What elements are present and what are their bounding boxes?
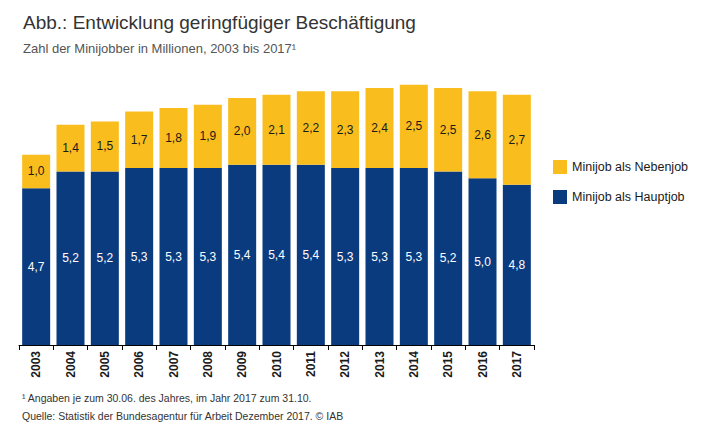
- svg-text:Zahl der Minijobber in Million: Zahl der Minijobber in Millionen, 2003 b…: [23, 41, 297, 56]
- svg-text:5,3: 5,3: [199, 250, 216, 264]
- svg-text:2003: 2003: [29, 351, 43, 378]
- svg-text:2,3: 2,3: [337, 123, 354, 137]
- svg-text:5,3: 5,3: [337, 250, 354, 264]
- svg-text:2005: 2005: [98, 351, 112, 378]
- svg-text:2006: 2006: [132, 351, 146, 378]
- svg-text:2012: 2012: [338, 351, 352, 378]
- svg-text:2009: 2009: [235, 351, 249, 378]
- svg-text:2,0: 2,0: [234, 124, 251, 138]
- svg-text:2011: 2011: [304, 351, 318, 377]
- svg-text:5,4: 5,4: [302, 248, 319, 262]
- svg-text:2004: 2004: [64, 351, 78, 378]
- svg-text:4,8: 4,8: [508, 258, 525, 272]
- svg-text:5,3: 5,3: [405, 250, 422, 264]
- svg-text:5,2: 5,2: [96, 251, 113, 265]
- svg-text:5,4: 5,4: [268, 248, 285, 262]
- svg-text:2016: 2016: [476, 351, 490, 378]
- svg-text:1,0: 1,0: [28, 164, 45, 178]
- svg-text:4,7: 4,7: [28, 260, 45, 274]
- svg-text:5,3: 5,3: [371, 250, 388, 264]
- svg-text:5,0: 5,0: [474, 255, 491, 269]
- svg-text:5,2: 5,2: [62, 251, 79, 265]
- svg-text:2,4: 2,4: [371, 121, 388, 135]
- svg-text:1,8: 1,8: [165, 131, 182, 145]
- svg-text:Abb.: Entwicklung geringfügige: Abb.: Entwicklung geringfügiger Beschäft…: [23, 12, 416, 33]
- svg-text:1,7: 1,7: [131, 133, 148, 147]
- svg-text:5,3: 5,3: [165, 250, 182, 264]
- svg-text:2,2: 2,2: [302, 121, 319, 135]
- svg-text:2008: 2008: [201, 351, 215, 378]
- svg-text:2,5: 2,5: [405, 119, 422, 133]
- svg-text:2,6: 2,6: [474, 128, 491, 142]
- svg-text:2,5: 2,5: [440, 123, 457, 137]
- svg-text:2010: 2010: [270, 351, 284, 378]
- svg-text:5,2: 5,2: [440, 251, 457, 265]
- svg-text:¹ Angaben je zum 30.06. des Ja: ¹ Angaben je zum 30.06. des Jahres, im J…: [22, 392, 312, 404]
- svg-text:2007: 2007: [167, 351, 181, 378]
- svg-text:Quelle: Statistik der Bundesag: Quelle: Statistik der Bundesagentur für …: [22, 410, 343, 422]
- svg-text:Minijob als Nebenjob: Minijob als Nebenjob: [572, 160, 688, 174]
- svg-text:2013: 2013: [373, 351, 387, 378]
- svg-text:1,9: 1,9: [199, 129, 216, 143]
- svg-text:1,4: 1,4: [62, 141, 79, 155]
- svg-text:5,4: 5,4: [234, 248, 251, 262]
- svg-text:2015: 2015: [441, 351, 455, 378]
- svg-text:2017: 2017: [510, 351, 524, 378]
- svg-text:2014: 2014: [407, 351, 421, 378]
- svg-text:5,3: 5,3: [131, 250, 148, 264]
- svg-text:1,5: 1,5: [96, 139, 113, 153]
- svg-text:2,1: 2,1: [268, 123, 285, 137]
- svg-text:Minijob als Hauptjob: Minijob als Hauptjob: [572, 190, 685, 204]
- svg-text:2,7: 2,7: [508, 133, 525, 147]
